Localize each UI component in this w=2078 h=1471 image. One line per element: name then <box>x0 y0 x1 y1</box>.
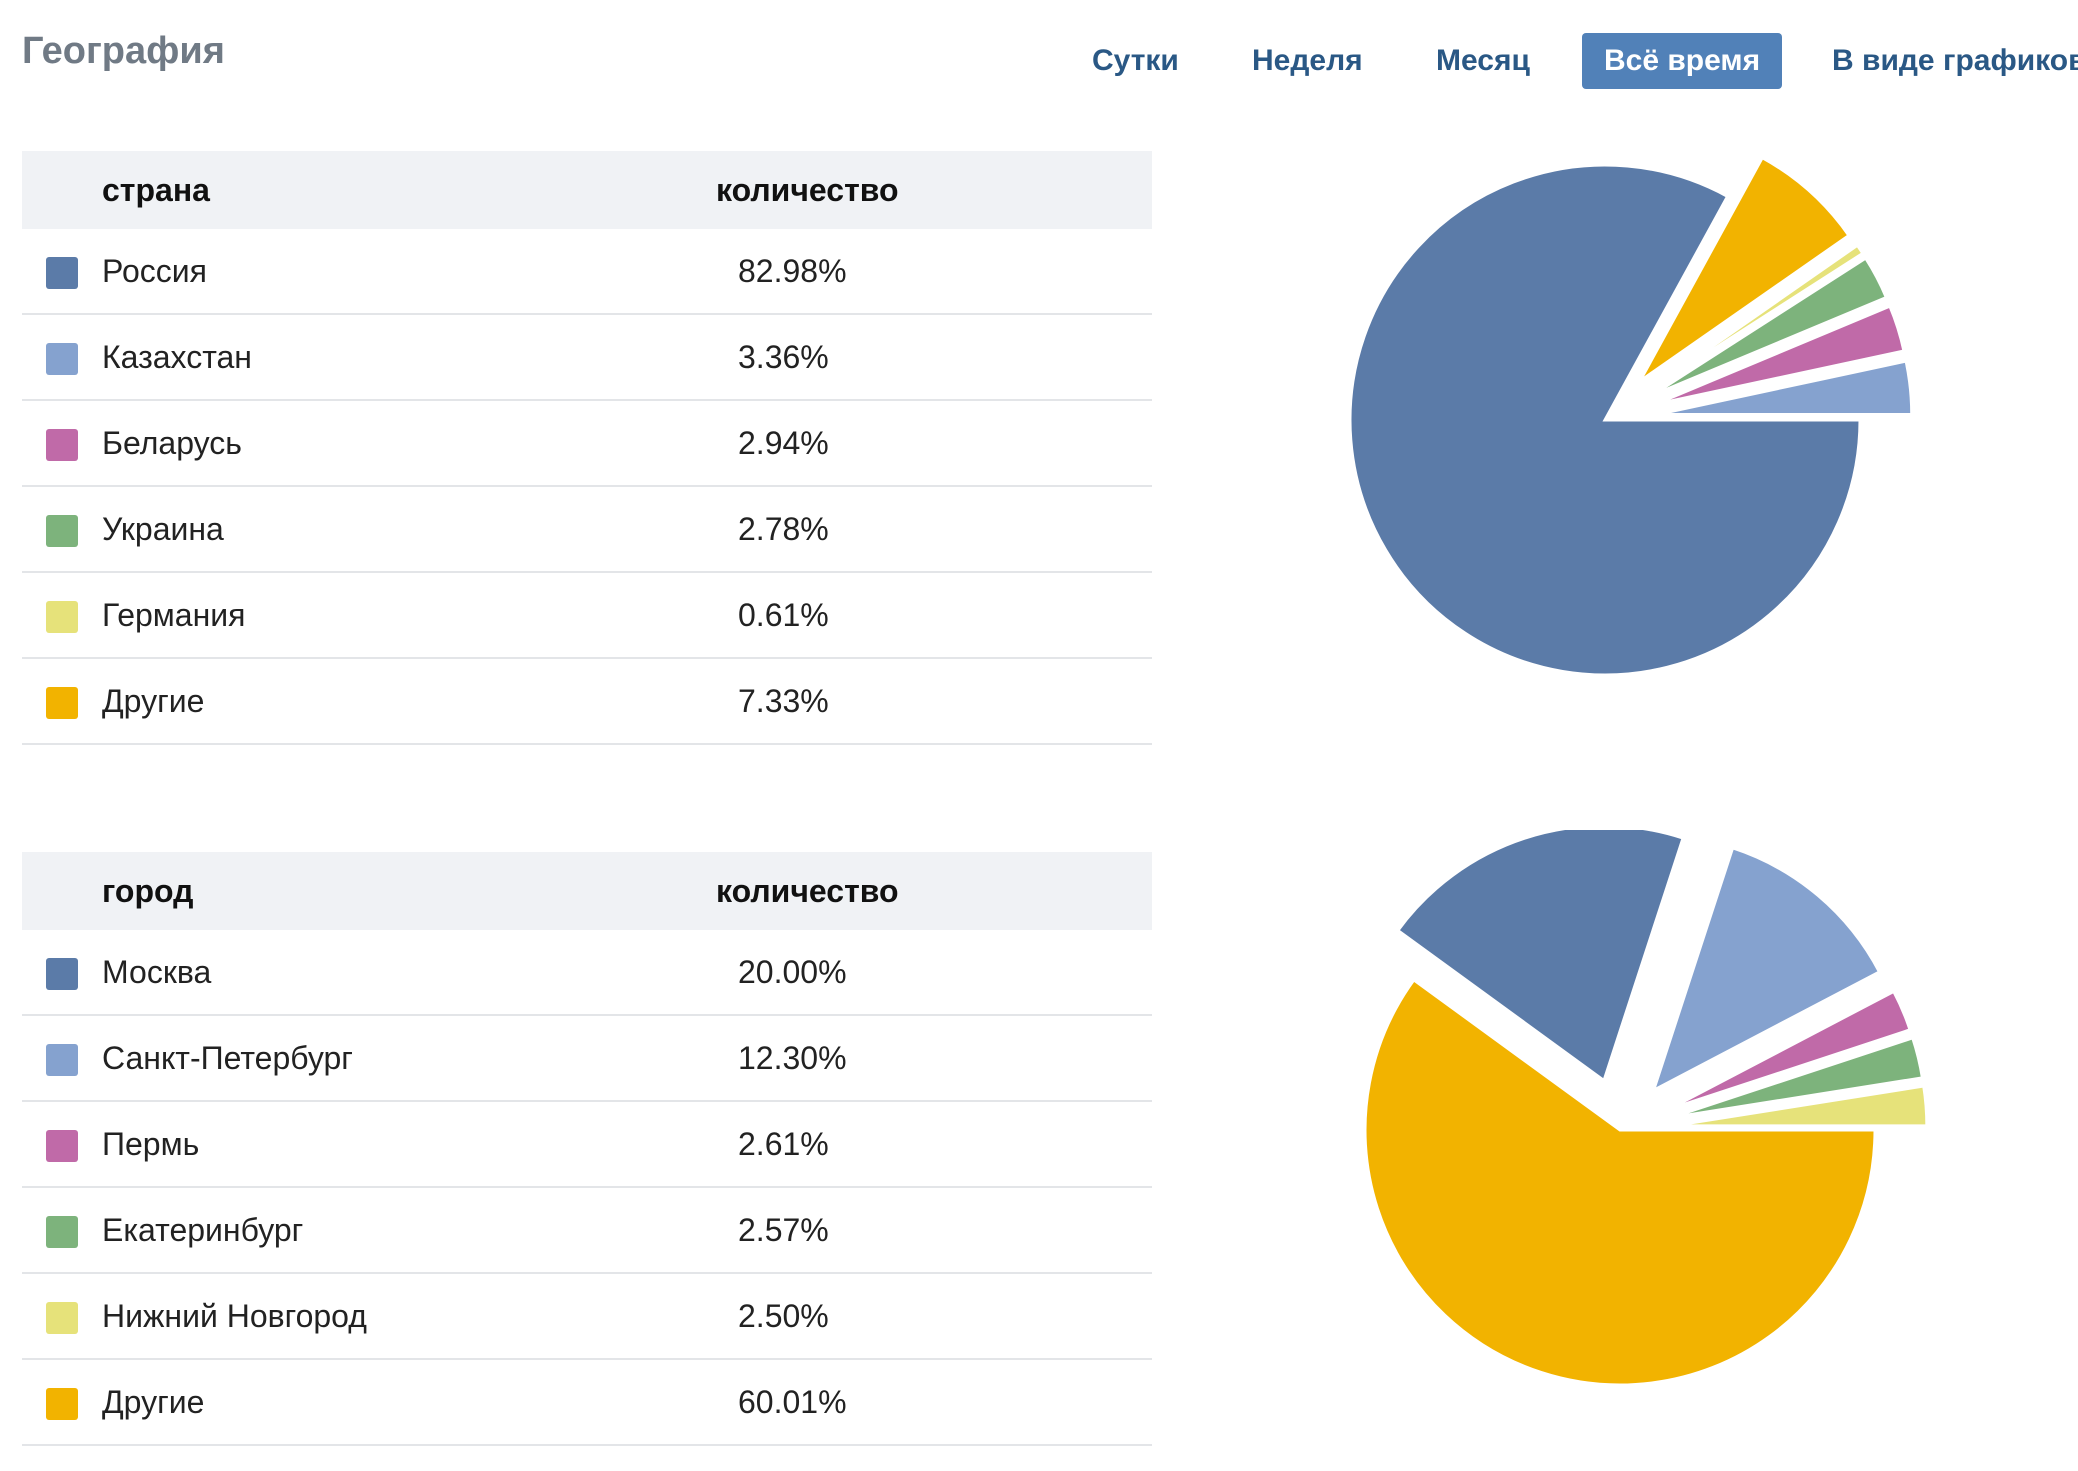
pie-slice-6 <box>1638 155 1852 383</box>
legend-swatch <box>46 1130 78 1162</box>
pie-slice-5 <box>1671 1084 1929 1128</box>
row-value: 2.78% <box>738 511 829 547</box>
row-name: Украина <box>102 511 224 547</box>
table-row: Другие 7.33% <box>22 659 1152 745</box>
row-value: 2.94% <box>738 425 829 461</box>
column-header-count: количество <box>716 172 899 208</box>
row-name: Германия <box>102 597 246 633</box>
city-pie-chart <box>1363 830 1929 1387</box>
row-value: 60.01% <box>738 1384 847 1420</box>
row-name: Пермь <box>102 1126 200 1162</box>
row-name: Россия <box>102 253 207 289</box>
legend-swatch <box>46 958 78 990</box>
table-row: Германия 0.61% <box>22 573 1152 659</box>
pie-slice-2 <box>1650 845 1882 1094</box>
legend-swatch <box>46 1388 78 1420</box>
country-table: страна количество Россия 82.98% Казахста… <box>22 151 1152 745</box>
table-row: Беларусь 2.94% <box>22 401 1152 487</box>
legend-swatch <box>46 343 78 375</box>
period-tabs: Сутки Неделя Месяц Всё время В виде граф… <box>0 33 2078 89</box>
city-table: город количество Москва 20.00% Санкт-Пет… <box>22 852 1152 1446</box>
row-name: Другие <box>102 1384 205 1420</box>
row-name: Другие <box>102 683 205 719</box>
row-name: Москва <box>102 954 212 990</box>
pie-slice-5 <box>1647 243 1865 393</box>
row-name: Санкт-Петербург <box>102 1040 353 1076</box>
row-value: 2.50% <box>738 1298 829 1334</box>
table-row: Москва 20.00% <box>22 930 1152 1016</box>
pie-slice-3 <box>1667 989 1912 1112</box>
column-header-city: город <box>102 873 194 909</box>
table-row: Нижний Новгород 2.50% <box>22 1274 1152 1360</box>
row-value: 82.98% <box>738 253 847 289</box>
tab-day[interactable]: Сутки <box>1092 44 1179 77</box>
row-value: 3.36% <box>738 339 829 375</box>
row-value: 12.30% <box>738 1040 847 1076</box>
table-row: Екатеринбург 2.57% <box>22 1188 1152 1274</box>
tab-month[interactable]: Месяц <box>1436 44 1530 77</box>
table-row: Пермь 2.61% <box>22 1102 1152 1188</box>
tab-week[interactable]: Неделя <box>1252 44 1363 77</box>
country-pie-chart <box>1348 155 1914 677</box>
page-title: География <box>22 30 225 72</box>
row-value: 0.61% <box>738 597 829 633</box>
row-name: Беларусь <box>102 425 242 461</box>
legend-swatch <box>46 257 78 289</box>
row-name: Казахстан <box>102 339 252 375</box>
row-value: 20.00% <box>738 954 847 990</box>
city-table-header: город количество <box>22 852 1152 930</box>
row-value: 2.61% <box>738 1126 829 1162</box>
legend-swatch <box>46 429 78 461</box>
pie-slice-4 <box>1650 256 1889 398</box>
legend-swatch <box>46 687 78 719</box>
pie-slice-3 <box>1654 304 1906 406</box>
row-name: Екатеринбург <box>102 1212 304 1248</box>
table-row: Санкт-Петербург 12.30% <box>22 1016 1152 1102</box>
tab-all-time[interactable]: Всё время <box>1582 33 1783 89</box>
legend-swatch <box>46 1044 78 1076</box>
pie-slice-2 <box>1656 359 1914 417</box>
pie-slice-1 <box>1395 830 1685 1083</box>
column-header-country: страна <box>102 172 210 208</box>
pie-slice-4 <box>1670 1035 1925 1120</box>
row-name: Нижний Новгород <box>102 1298 367 1334</box>
row-value: 7.33% <box>738 683 829 719</box>
column-header-count: количество <box>716 873 899 909</box>
pie-slice-6 <box>1363 977 1877 1387</box>
legend-swatch <box>46 515 78 547</box>
table-row: Украина 2.78% <box>22 487 1152 573</box>
table-row: Россия 82.98% <box>22 229 1152 315</box>
legend-swatch <box>46 601 78 633</box>
legend-swatch <box>46 1216 78 1248</box>
legend-swatch <box>46 1302 78 1334</box>
table-row: Казахстан 3.36% <box>22 315 1152 401</box>
table-row: Другие 60.01% <box>22 1360 1152 1446</box>
country-table-header: страна количество <box>22 151 1152 229</box>
pie-slice-1 <box>1348 163 1862 677</box>
row-value: 2.57% <box>738 1212 829 1248</box>
tab-as-charts[interactable]: В виде графиков <box>1832 44 2078 77</box>
